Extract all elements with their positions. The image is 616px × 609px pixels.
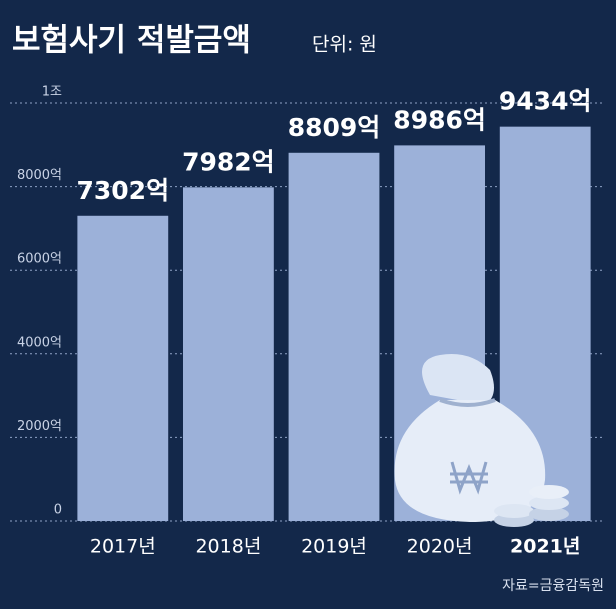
x-tick-label: 2017년 <box>90 536 156 558</box>
value-label: 9434억 <box>499 87 592 116</box>
bar <box>182 187 274 521</box>
x-tick-label: 2020년 <box>407 536 473 558</box>
value-label: 8986억 <box>393 105 486 134</box>
money-bag-illustration <box>394 354 569 527</box>
value-label: 7302억 <box>77 176 170 205</box>
source: 자료=금융감독원 <box>502 578 604 594</box>
x-tick-label: 2021년 <box>510 536 580 558</box>
value-label: 7982억 <box>182 147 275 176</box>
y-tick-label: 1조 <box>42 85 62 100</box>
bar <box>288 152 380 521</box>
y-tick-label: 4000억 <box>17 335 62 350</box>
x-tick-label: 2018년 <box>195 536 261 558</box>
bar <box>77 215 169 521</box>
chart-title: 보험사기 적발금액 <box>12 23 251 59</box>
y-tick-label: 8000억 <box>17 168 62 183</box>
y-tick-label: 2000억 <box>17 419 62 434</box>
y-tick-label: 0 <box>54 503 62 518</box>
y-tick-label: 6000억 <box>17 252 62 267</box>
plot-area: 0 2000억 4000억 6000억 8000억 1조 7302억 2017년 7982억 20… <box>10 85 604 558</box>
value-label: 8809억 <box>288 113 381 142</box>
x-tick-label: 2019년 <box>301 536 367 558</box>
chart-subtitle: 단위: 원 <box>312 34 377 56</box>
